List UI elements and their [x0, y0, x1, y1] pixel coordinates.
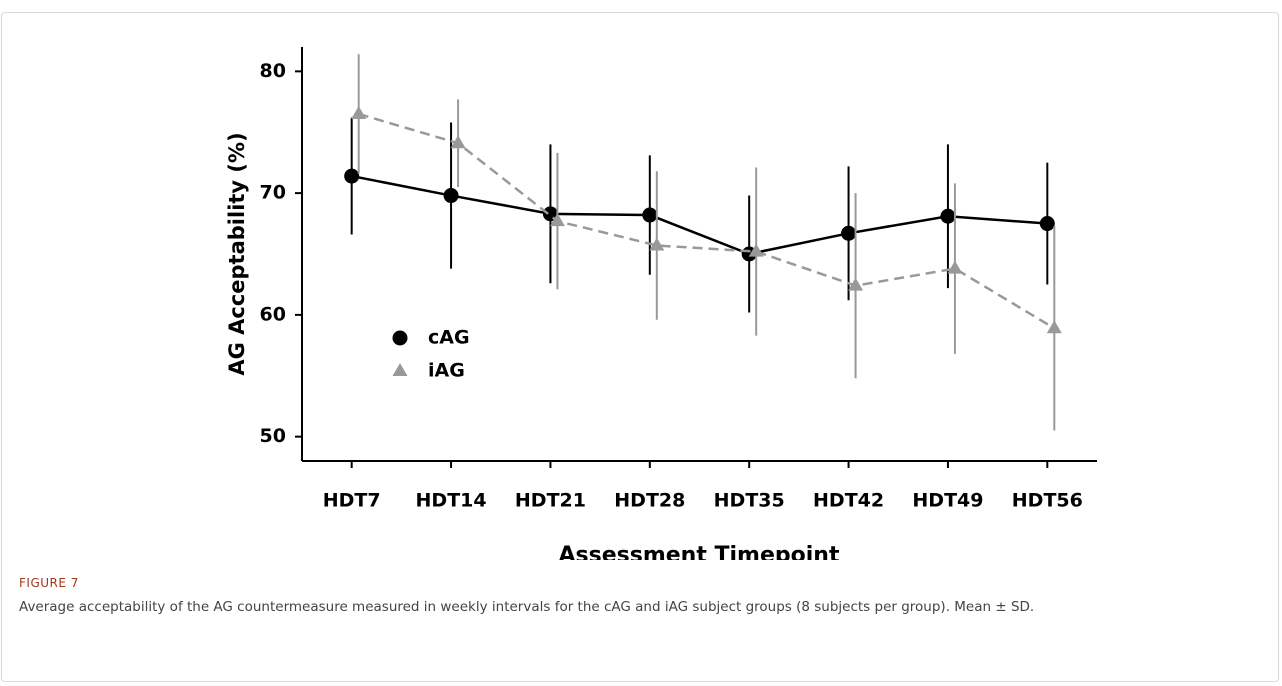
- data-point: [940, 208, 956, 224]
- data-point: [450, 135, 466, 149]
- x-tick-label: HDT28: [614, 490, 685, 512]
- data-point: [642, 207, 658, 223]
- data-point: [443, 188, 459, 204]
- x-tick-label: HDT14: [416, 490, 487, 512]
- x-tick-label: HDT49: [912, 490, 983, 512]
- x-tick-label: HDT21: [515, 490, 586, 512]
- figure-caption: Average acceptability of the AG counterm…: [19, 599, 1035, 615]
- x-tick-label: HDT56: [1012, 490, 1083, 512]
- x-axis-label: Assessment Timepoint: [559, 543, 840, 560]
- chart: AG Acceptability (%) Assessment Timepoin…: [225, 47, 1097, 560]
- data-point: [748, 243, 764, 257]
- y-tick-label: 70: [260, 182, 286, 204]
- x-tick-label: HDT7: [323, 490, 381, 512]
- data-point: [649, 237, 665, 251]
- data-point: [848, 277, 864, 291]
- legend-label: iAG: [428, 360, 465, 382]
- y-tick-label: 60: [260, 303, 286, 325]
- x-tick-label: HDT35: [714, 490, 785, 512]
- series-line: [351, 174, 1048, 256]
- legend-marker: [392, 363, 408, 376]
- data-point: [947, 260, 963, 274]
- legend-label: cAG: [428, 327, 470, 349]
- data-point: [841, 225, 857, 241]
- figure-label: FIGURE 7: [19, 576, 79, 590]
- legend-marker: [392, 330, 408, 346]
- y-tick-label: 50: [260, 425, 286, 447]
- x-tick-label: HDT42: [813, 490, 884, 512]
- figure-frame: [1, 12, 1279, 682]
- data-point: [1039, 216, 1055, 232]
- data-point: [351, 105, 367, 119]
- y-tick-label: 80: [260, 60, 286, 82]
- y-axis-label: AG Acceptability (%): [225, 132, 249, 375]
- data-point: [1046, 320, 1062, 334]
- data-point: [549, 213, 565, 227]
- data-point: [344, 168, 360, 184]
